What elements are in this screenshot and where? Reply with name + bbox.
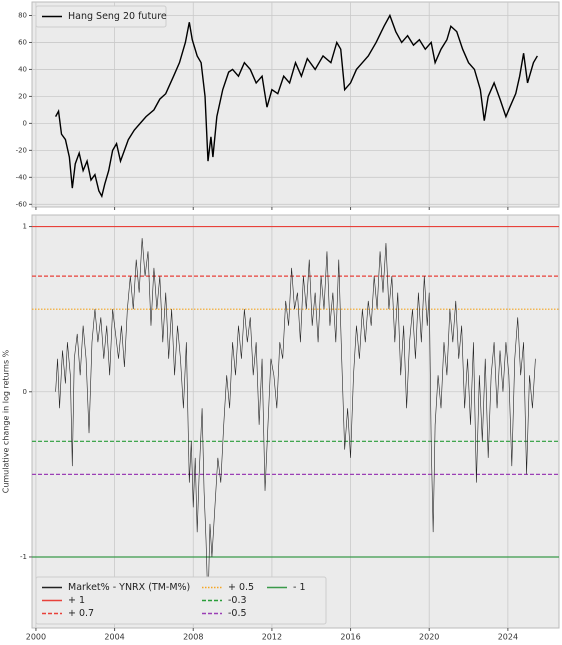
x-tick-label: 2008 [183, 633, 203, 642]
y-tick-label: -40 [16, 173, 27, 181]
y-tick-label: 20 [18, 92, 27, 100]
y-tick-label: -60 [16, 200, 27, 208]
y-tick-label: 40 [18, 65, 27, 73]
y-tick-label: -20 [16, 146, 27, 154]
legend-label: + 0.7 [68, 608, 94, 619]
x-tick-label: 2004 [104, 633, 124, 642]
y-tick-label: -1 [20, 553, 27, 561]
legend-label: + 0.5 [228, 582, 254, 593]
data-line [54, 13, 538, 199]
x-tick-label: 2024 [498, 633, 518, 642]
y-tick-label: 0 [23, 388, 27, 396]
y-axis-label: Cumulative change in log returns % [2, 349, 11, 493]
legend-label: Hang Seng 20 future [68, 11, 167, 22]
x-tick-label: 2012 [262, 633, 282, 642]
plot-area [31, 214, 560, 629]
x-tick-label: 2020 [419, 633, 439, 642]
data-line [55, 238, 536, 607]
legend-label: Market% - YNRX (TM-M%) [68, 582, 190, 593]
y-tick-label: 1 [23, 223, 27, 231]
y-tick-label: 80 [18, 11, 27, 19]
x-tick-label: 2016 [340, 633, 360, 642]
legend-label: -0.5 [228, 608, 247, 619]
y-tick-label: 0 [23, 119, 27, 127]
legend-label: - 1 [293, 582, 306, 593]
legend-box [35, 5, 167, 28]
y-tick-label: 60 [18, 38, 27, 46]
legend-box [35, 576, 327, 625]
x-tick-label: 2000 [26, 633, 46, 642]
plot-area [31, 1, 560, 208]
legend-label: -0.3 [228, 595, 247, 606]
legend-label: + 1 [68, 595, 85, 606]
